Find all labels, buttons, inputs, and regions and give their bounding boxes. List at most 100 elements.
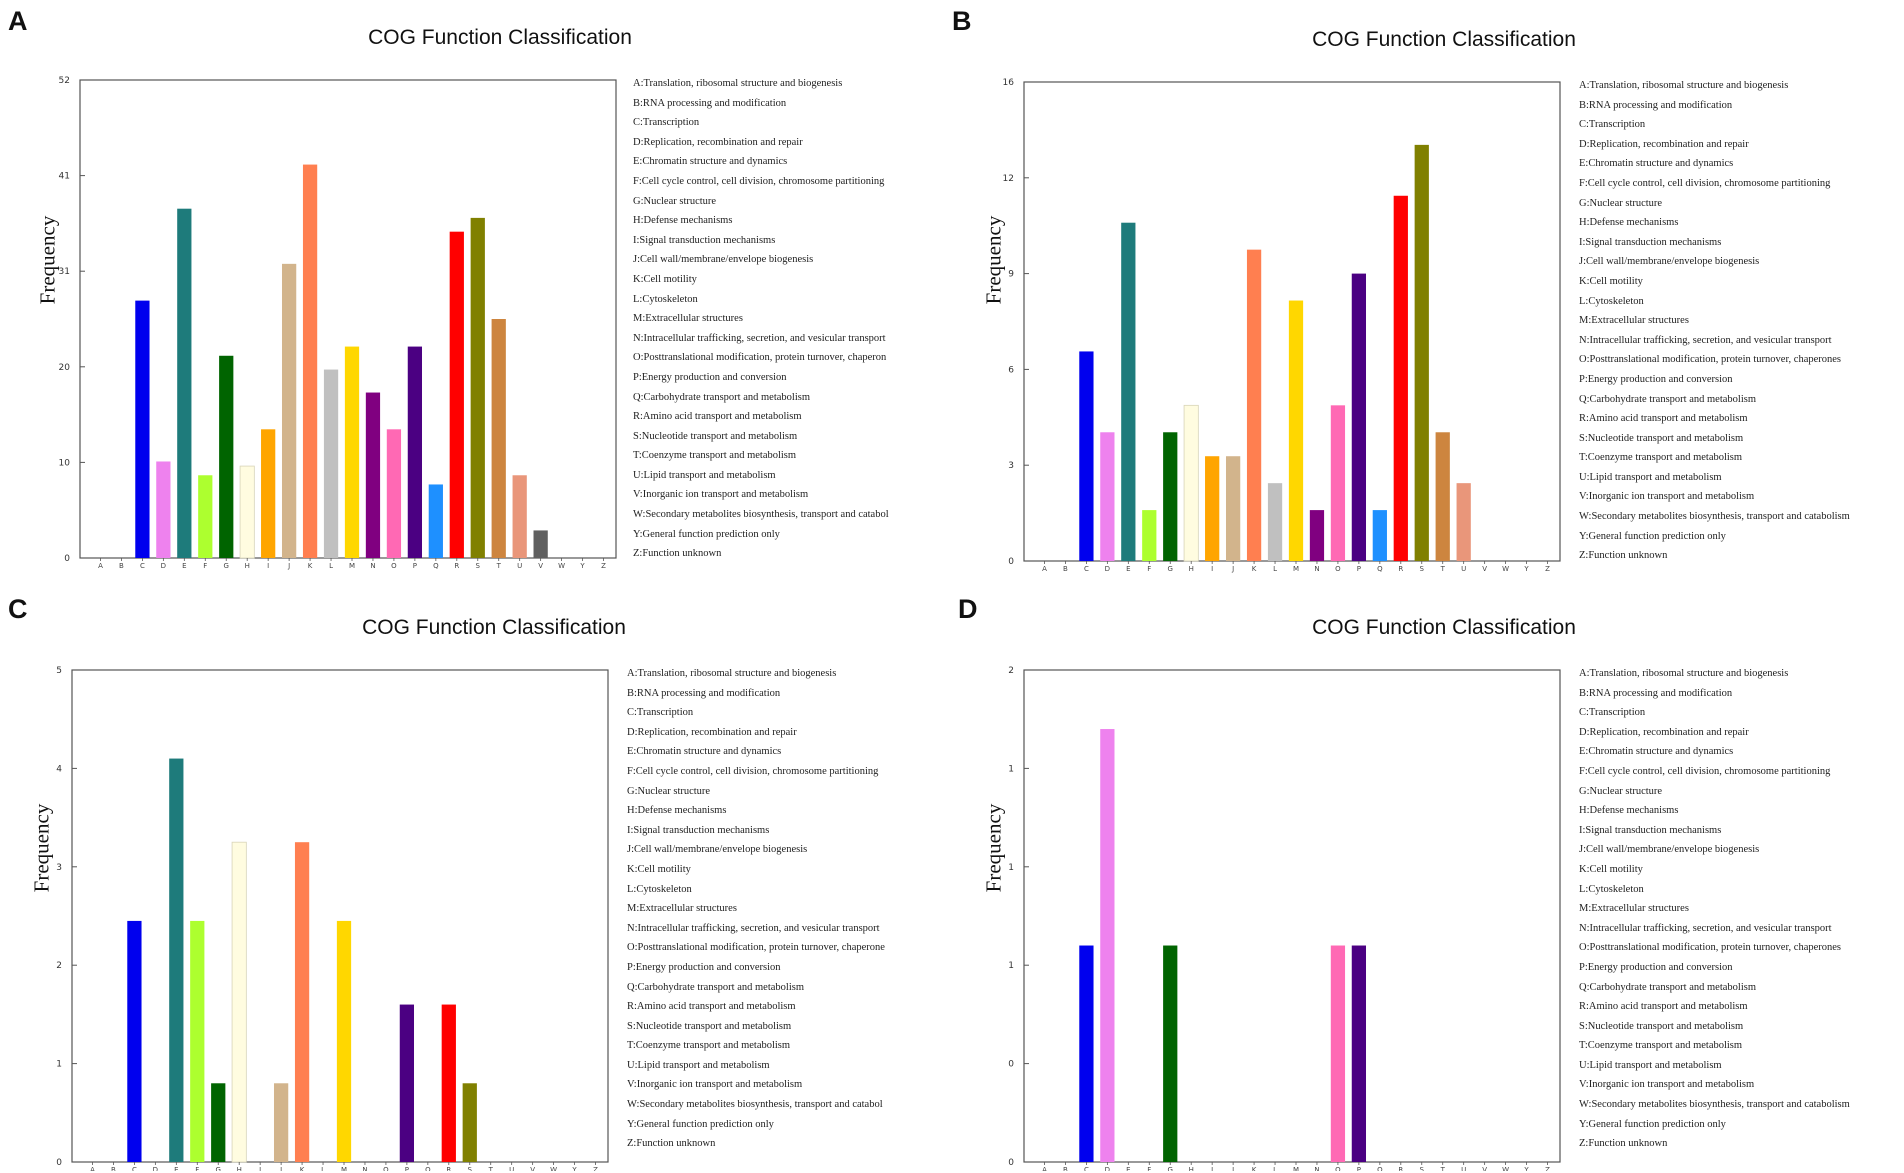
legend-item: O:Posttranslational modification, protei… [633,352,887,364]
legend-item: W:Secondary metabolites biosynthesis, tr… [627,1099,883,1111]
x-tick-label: S [468,1166,473,1171]
bar-o [1330,405,1346,561]
y-tick-label: 0 [64,554,70,564]
y-tick-label: 3 [1008,461,1014,471]
legend-item: S:Nucleotide transport and metabolism [627,1020,792,1032]
bar-j [1225,456,1241,561]
legend-item: A:Translation, ribosomal structure and b… [633,78,843,89]
legend-item: K:Cell motility [1579,863,1643,875]
bar-t [491,319,506,558]
bar-c [1079,351,1094,561]
x-tick-label: Q [1377,1166,1383,1171]
legend-item: N:Intracellular trafficking, secretion, … [1579,922,1832,934]
legend-item: Q:Carbohydrate transport and metabolism [1579,393,1756,405]
bar-n [1309,510,1325,561]
legend-item: T:Coenzyme transport and metabolism [1579,452,1743,464]
legend-item: S:Nucleotide transport and metabolism [1579,432,1744,444]
bar-r [441,1004,456,1162]
x-tick-label: F [203,562,207,570]
x-tick-label: V [1482,565,1487,573]
x-tick-label: L [329,562,333,570]
legend-item: Z:Function unknown [633,548,722,560]
x-tick-label: P [1357,1166,1361,1171]
y-tick-label: 16 [1003,78,1015,88]
x-tick-label: O [1335,565,1341,573]
legend-item: Q:Carbohydrate transport and metabolism [627,981,804,993]
x-tick-label: Z [601,562,606,570]
y-tick-label: 3 [56,863,62,873]
y-tick-label: 2 [56,961,62,971]
legend-item: Y:General function prediction only [1579,530,1726,542]
bar-f [190,920,205,1162]
x-tick-label: J [287,562,290,570]
chart-panel-a: A COG Function Classification Frequency … [0,0,950,585]
legend-item: J:Cell wall/membrane/envelope biogenesis [633,254,814,266]
legend-item: M:Extracellular structures [1579,315,1689,327]
x-tick-label: H [245,562,250,570]
x-tick-label: U [1461,565,1466,573]
y-tick-label: 0 [56,1158,62,1168]
legend-item: I:Signal transduction mechanisms [633,234,776,246]
legend-item: I:Signal transduction mechanisms [1579,236,1722,248]
x-tick-label: Z [1545,1166,1550,1171]
bar-m [1288,300,1304,561]
legend: A:Translation, ribosomal structure and b… [1579,664,1850,1154]
legend-item: T:Coenzyme transport and metabolism [633,450,797,462]
legend-item: G:Nuclear structure [627,785,711,797]
legend: A:Translation, ribosomal structure and b… [1579,76,1850,566]
bar-j [281,263,297,558]
legend-item: S:Nucleotide transport and metabolism [1579,1020,1744,1032]
x-tick-label: I [259,1166,261,1171]
bar-q [428,484,443,558]
x-tick-label: N [370,562,375,570]
bar-f [198,475,213,558]
bar-f [1142,510,1157,561]
x-tick-label: G [216,1166,221,1171]
bar-g [1163,432,1178,561]
x-tick-label: R [1398,1166,1403,1171]
x-tick-label: P [1357,565,1361,573]
bar-s [470,217,485,558]
bar-plot: 0 0 1 1 1 2 A B C D E F G H I J K L M N O P Q R S T U V W Y Z [1008,666,1561,1171]
legend: A:Translation, ribosomal structure and b… [627,664,885,1154]
x-tick-label: T [496,562,502,570]
legend-item: N:Intracellular trafficking, secretion, … [1579,334,1832,346]
x-tick-label: B [1063,1166,1068,1171]
y-tick-label: 4 [56,764,62,774]
bar-k [1246,249,1262,561]
legend-item: D:Replication, recombination and repair [633,136,803,148]
bar-d [156,461,171,558]
legend-item: H:Defense mechanisms [633,215,733,227]
legend-item: O:Posttranslational modification, protei… [627,942,885,954]
panel-label: C [8,594,28,624]
legend-item: N:Intracellular trafficking, secretion, … [633,332,886,344]
legend-item: J:Cell wall/membrane/envelope biogenesis [627,844,808,856]
x-tick-label: F [195,1166,199,1171]
legend-item: P:Energy production and conversion [633,371,787,383]
x-tick-label: G [1168,1166,1173,1171]
legend-item: V:Inorganic ion transport and metabolism [633,489,809,501]
legend-item: F:Cell cycle control, cell division, chr… [633,175,885,187]
x-tick-label: U [509,1166,514,1171]
legend-item: V:Inorganic ion transport and metabolism [1579,1079,1755,1091]
x-tick-label: L [1273,1166,1277,1171]
y-tick-label: 52 [59,76,70,86]
legend-item: P:Energy production and conversion [1579,373,1733,385]
legend-item: J:Cell wall/membrane/envelope biogenesis [1579,256,1760,268]
x-tick-label: R [446,1166,451,1171]
bar-g [219,355,234,558]
x-tick-label: N [1314,1166,1319,1171]
bar-k [294,842,310,1162]
legend-item: O:Posttranslational modification, protei… [1579,942,1842,954]
legend-item: M:Extracellular structures [633,313,743,325]
legend-item: K:Cell motility [633,273,697,285]
x-tick-label: T [1440,565,1446,573]
x-tick-label: D [1105,1166,1110,1171]
x-tick-label: R [1398,565,1403,573]
x-tick-label: Z [593,1166,598,1171]
legend: A:Translation, ribosomal structure and b… [633,74,889,564]
legend-item: U:Lipid transport and metabolism [1579,471,1722,483]
legend-item: W:Secondary metabolites biosynthesis, tr… [1579,511,1850,523]
x-tick-label: M [349,562,355,570]
x-tick-label: U [517,562,522,570]
